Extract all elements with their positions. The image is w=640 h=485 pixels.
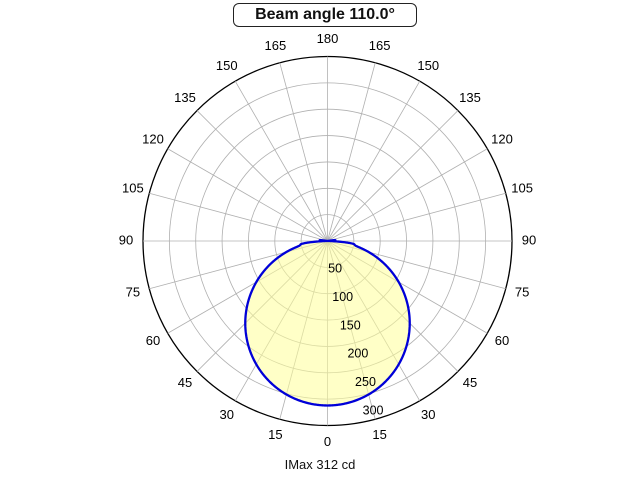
- svg-text:75: 75: [126, 285, 140, 300]
- svg-text:200: 200: [347, 347, 368, 361]
- svg-text:50: 50: [328, 262, 342, 276]
- svg-text:150: 150: [216, 58, 238, 73]
- svg-text:120: 120: [142, 132, 164, 147]
- svg-text:105: 105: [511, 180, 533, 195]
- svg-text:30: 30: [421, 407, 435, 422]
- svg-text:165: 165: [369, 38, 391, 53]
- svg-text:250: 250: [355, 375, 376, 389]
- svg-text:135: 135: [459, 90, 481, 105]
- svg-text:100: 100: [332, 290, 353, 304]
- svg-text:120: 120: [491, 132, 513, 147]
- svg-text:15: 15: [372, 427, 386, 442]
- svg-text:30: 30: [220, 407, 234, 422]
- svg-text:0: 0: [324, 434, 331, 449]
- svg-text:90: 90: [119, 232, 133, 247]
- svg-text:165: 165: [264, 38, 286, 53]
- svg-text:90: 90: [522, 232, 536, 247]
- svg-text:135: 135: [174, 90, 196, 105]
- svg-text:60: 60: [495, 333, 509, 348]
- svg-text:180: 180: [317, 31, 339, 46]
- svg-text:60: 60: [146, 333, 160, 348]
- svg-text:150: 150: [340, 318, 361, 332]
- svg-text:15: 15: [268, 427, 282, 442]
- svg-text:150: 150: [417, 58, 439, 73]
- svg-text:75: 75: [515, 285, 529, 300]
- svg-text:105: 105: [122, 180, 144, 195]
- svg-text:45: 45: [463, 375, 477, 390]
- svg-text:300: 300: [363, 403, 384, 417]
- svg-text:45: 45: [178, 375, 192, 390]
